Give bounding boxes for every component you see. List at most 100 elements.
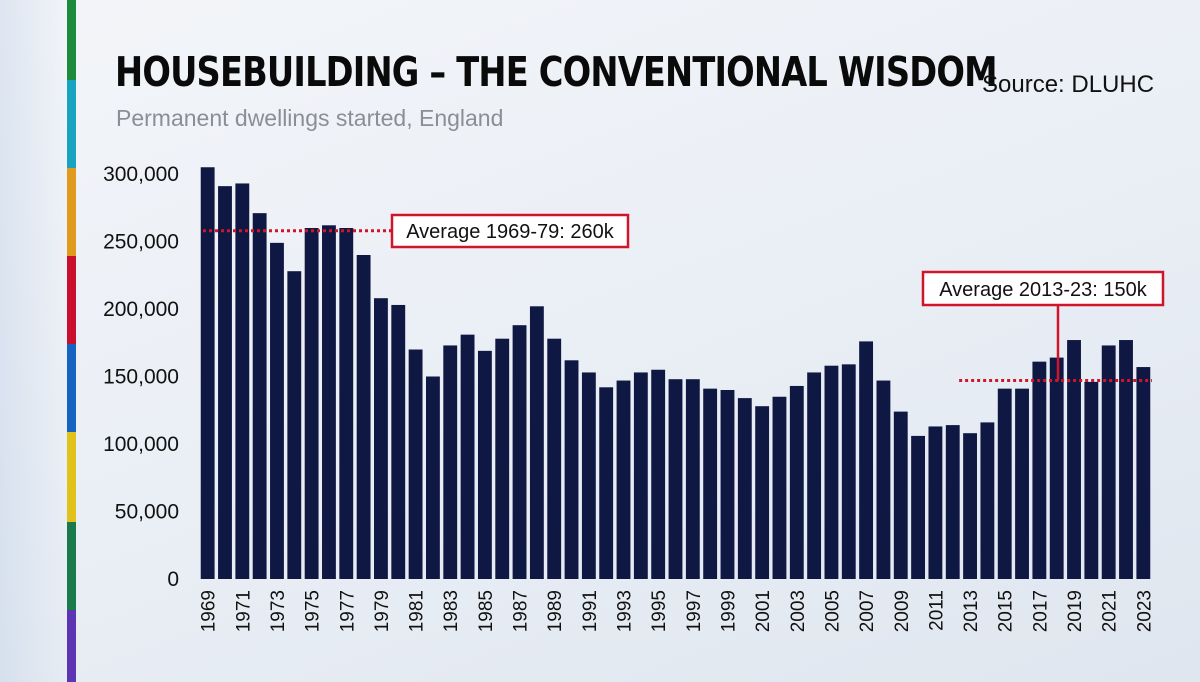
stripe-segment: [67, 80, 76, 168]
bar-1970: [218, 186, 232, 579]
stripe-segment: [67, 522, 76, 610]
annotation-box-1969-79: [390, 213, 630, 249]
y-tick-label: 0: [167, 568, 179, 591]
bar-1977: [339, 228, 354, 579]
bar-2007: [859, 341, 874, 579]
x-tick-label: 2001: [753, 590, 774, 632]
bar-1997: [685, 379, 700, 579]
y-tick-label: 50,000: [115, 501, 179, 524]
x-tick-label: 2007: [857, 590, 878, 632]
bar-1984: [460, 334, 475, 579]
x-tick-label: 1989: [545, 590, 566, 632]
bar-1996: [668, 379, 683, 579]
bar-2021: [1101, 345, 1116, 579]
bar-1994: [633, 372, 648, 579]
bar-1974: [287, 271, 302, 579]
annotation-label-1969-79: Average 1969-79: 260k: [406, 221, 615, 243]
x-tick-label: 1995: [649, 590, 670, 632]
y-tick-label: 250,000: [103, 231, 179, 254]
bar-1969: [200, 167, 215, 579]
x-tick-label: 2015: [996, 590, 1017, 632]
x-tick-label: 1991: [580, 590, 601, 632]
bar-2002: [772, 396, 787, 579]
x-tick-label: 2017: [1030, 590, 1051, 632]
y-tick-label: 150,000: [103, 366, 179, 389]
x-tick-label: 2005: [822, 590, 843, 632]
source-label: Source: DLUHC: [982, 71, 1155, 98]
bar-2010: [911, 435, 926, 579]
y-tick-label: 300,000: [103, 163, 179, 186]
stripe-glow: [0, 0, 70, 682]
stripe-segment: [67, 256, 76, 344]
x-tick-label: 2003: [788, 590, 809, 632]
x-tick-label: 2011: [926, 590, 947, 631]
annotation-box-2013-23: [921, 270, 1165, 307]
bar-2023: [1136, 367, 1151, 579]
bar-1989: [547, 338, 562, 579]
bar-1985: [477, 350, 492, 579]
bar-2012: [945, 425, 960, 579]
bar-1976: [322, 225, 336, 580]
bar-1981: [408, 349, 423, 579]
bar-1990: [564, 360, 579, 579]
bar-1982: [425, 376, 440, 579]
x-tick-label: 1971: [233, 590, 254, 632]
annotation-label-2013-23: Average 2013-23: 150k: [939, 279, 1148, 301]
bar-2013: [963, 433, 977, 579]
x-tick-label: 2023: [1134, 590, 1155, 632]
x-tick-label: 1999: [718, 590, 739, 632]
stripe-segment: [67, 610, 76, 682]
y-tick-label: 100,000: [103, 433, 179, 456]
bar-2000: [737, 398, 752, 579]
bar-2017: [1032, 361, 1047, 579]
x-tick-label: 1977: [337, 590, 358, 632]
x-tick-label: 1973: [268, 590, 289, 632]
bar-2009: [893, 411, 908, 579]
bar-1999: [720, 390, 735, 579]
x-tick-label: 1987: [511, 590, 532, 632]
chart-title: HOUSEBUILDING – THE CONVENTIONAL WISDOM: [115, 48, 998, 96]
bar-1992: [599, 387, 614, 579]
bar-1995: [651, 369, 666, 579]
x-tick-label: 1981: [407, 590, 428, 632]
bar-2018: [1049, 357, 1064, 579]
stripe-segment: [67, 432, 76, 522]
bar-1980: [391, 304, 406, 579]
bar-1993: [616, 380, 631, 579]
x-tick-label: 1975: [303, 590, 324, 632]
chart-subtitle: Permanent dwellings started, England: [116, 105, 504, 131]
bar-2014: [980, 422, 995, 579]
x-tick-label: 1979: [372, 590, 393, 632]
x-tick-label: 1969: [199, 590, 220, 632]
x-tick-label: 1985: [476, 590, 497, 632]
bar-2020: [1084, 381, 1099, 579]
y-tick-label: 200,000: [103, 298, 179, 321]
bar-1991: [581, 372, 596, 579]
bar-1978: [356, 255, 371, 579]
bar-2001: [755, 406, 770, 579]
bar-1973: [270, 242, 284, 579]
bar-1975: [304, 228, 319, 579]
x-tick-label: 1983: [441, 590, 462, 632]
x-tick-label: 2019: [1065, 590, 1086, 632]
bar-1998: [703, 388, 718, 579]
bar-2022: [1119, 340, 1133, 579]
bar-1988: [529, 306, 544, 579]
stripe-segment: [67, 344, 76, 432]
bar-2016: [1015, 388, 1029, 579]
bar-2005: [824, 365, 839, 579]
stripe-segment: [67, 168, 76, 256]
x-tick-label: 2009: [892, 590, 913, 632]
bar-1972: [252, 213, 267, 579]
x-tick-label: 1997: [684, 590, 705, 632]
x-tick-label: 1993: [615, 590, 636, 632]
bar-2004: [807, 372, 822, 579]
x-tick-label: 2021: [1100, 590, 1121, 632]
bar-2019: [1067, 340, 1081, 579]
bar-1987: [512, 325, 527, 579]
bar-2011: [928, 426, 943, 579]
bar-2006: [841, 364, 856, 579]
x-tick-label: 2013: [961, 590, 982, 632]
bar-1971: [235, 183, 250, 579]
